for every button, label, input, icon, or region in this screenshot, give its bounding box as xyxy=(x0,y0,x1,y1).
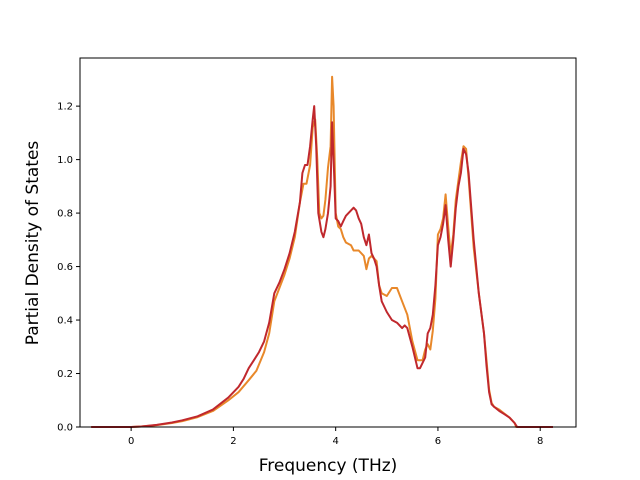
y-tick-label: 0.4 xyxy=(57,316,73,327)
x-tick-label: 0 xyxy=(128,436,134,447)
y-tick-label: 1.0 xyxy=(57,155,73,166)
y-axis-label: Partial Density of States xyxy=(23,141,43,346)
x-axis-label: Frequency (THz) xyxy=(259,456,398,476)
x-tick-label: 6 xyxy=(435,436,441,447)
x-axis-ticks: 0 2 4 6 8 xyxy=(128,427,543,447)
y-tick-label: 0.8 xyxy=(57,209,73,220)
y-tick-label: 0.6 xyxy=(57,262,73,273)
plot-area-border xyxy=(79,57,577,428)
x-tick-label: 8 xyxy=(537,436,543,447)
y-tick-label: 0.2 xyxy=(57,369,73,380)
x-tick-label: 4 xyxy=(332,436,338,447)
y-tick-label: 0.0 xyxy=(57,423,73,434)
series-line-1 xyxy=(91,75,553,428)
series-lines xyxy=(91,75,553,428)
series-line-2 xyxy=(91,105,553,428)
y-tick-label: 1.2 xyxy=(57,102,73,113)
x-tick-label: 2 xyxy=(230,436,236,447)
plot-frame xyxy=(79,57,577,428)
y-axis-ticks: 0.0 0.2 0.4 0.6 0.8 1.0 1.2 xyxy=(57,102,80,434)
